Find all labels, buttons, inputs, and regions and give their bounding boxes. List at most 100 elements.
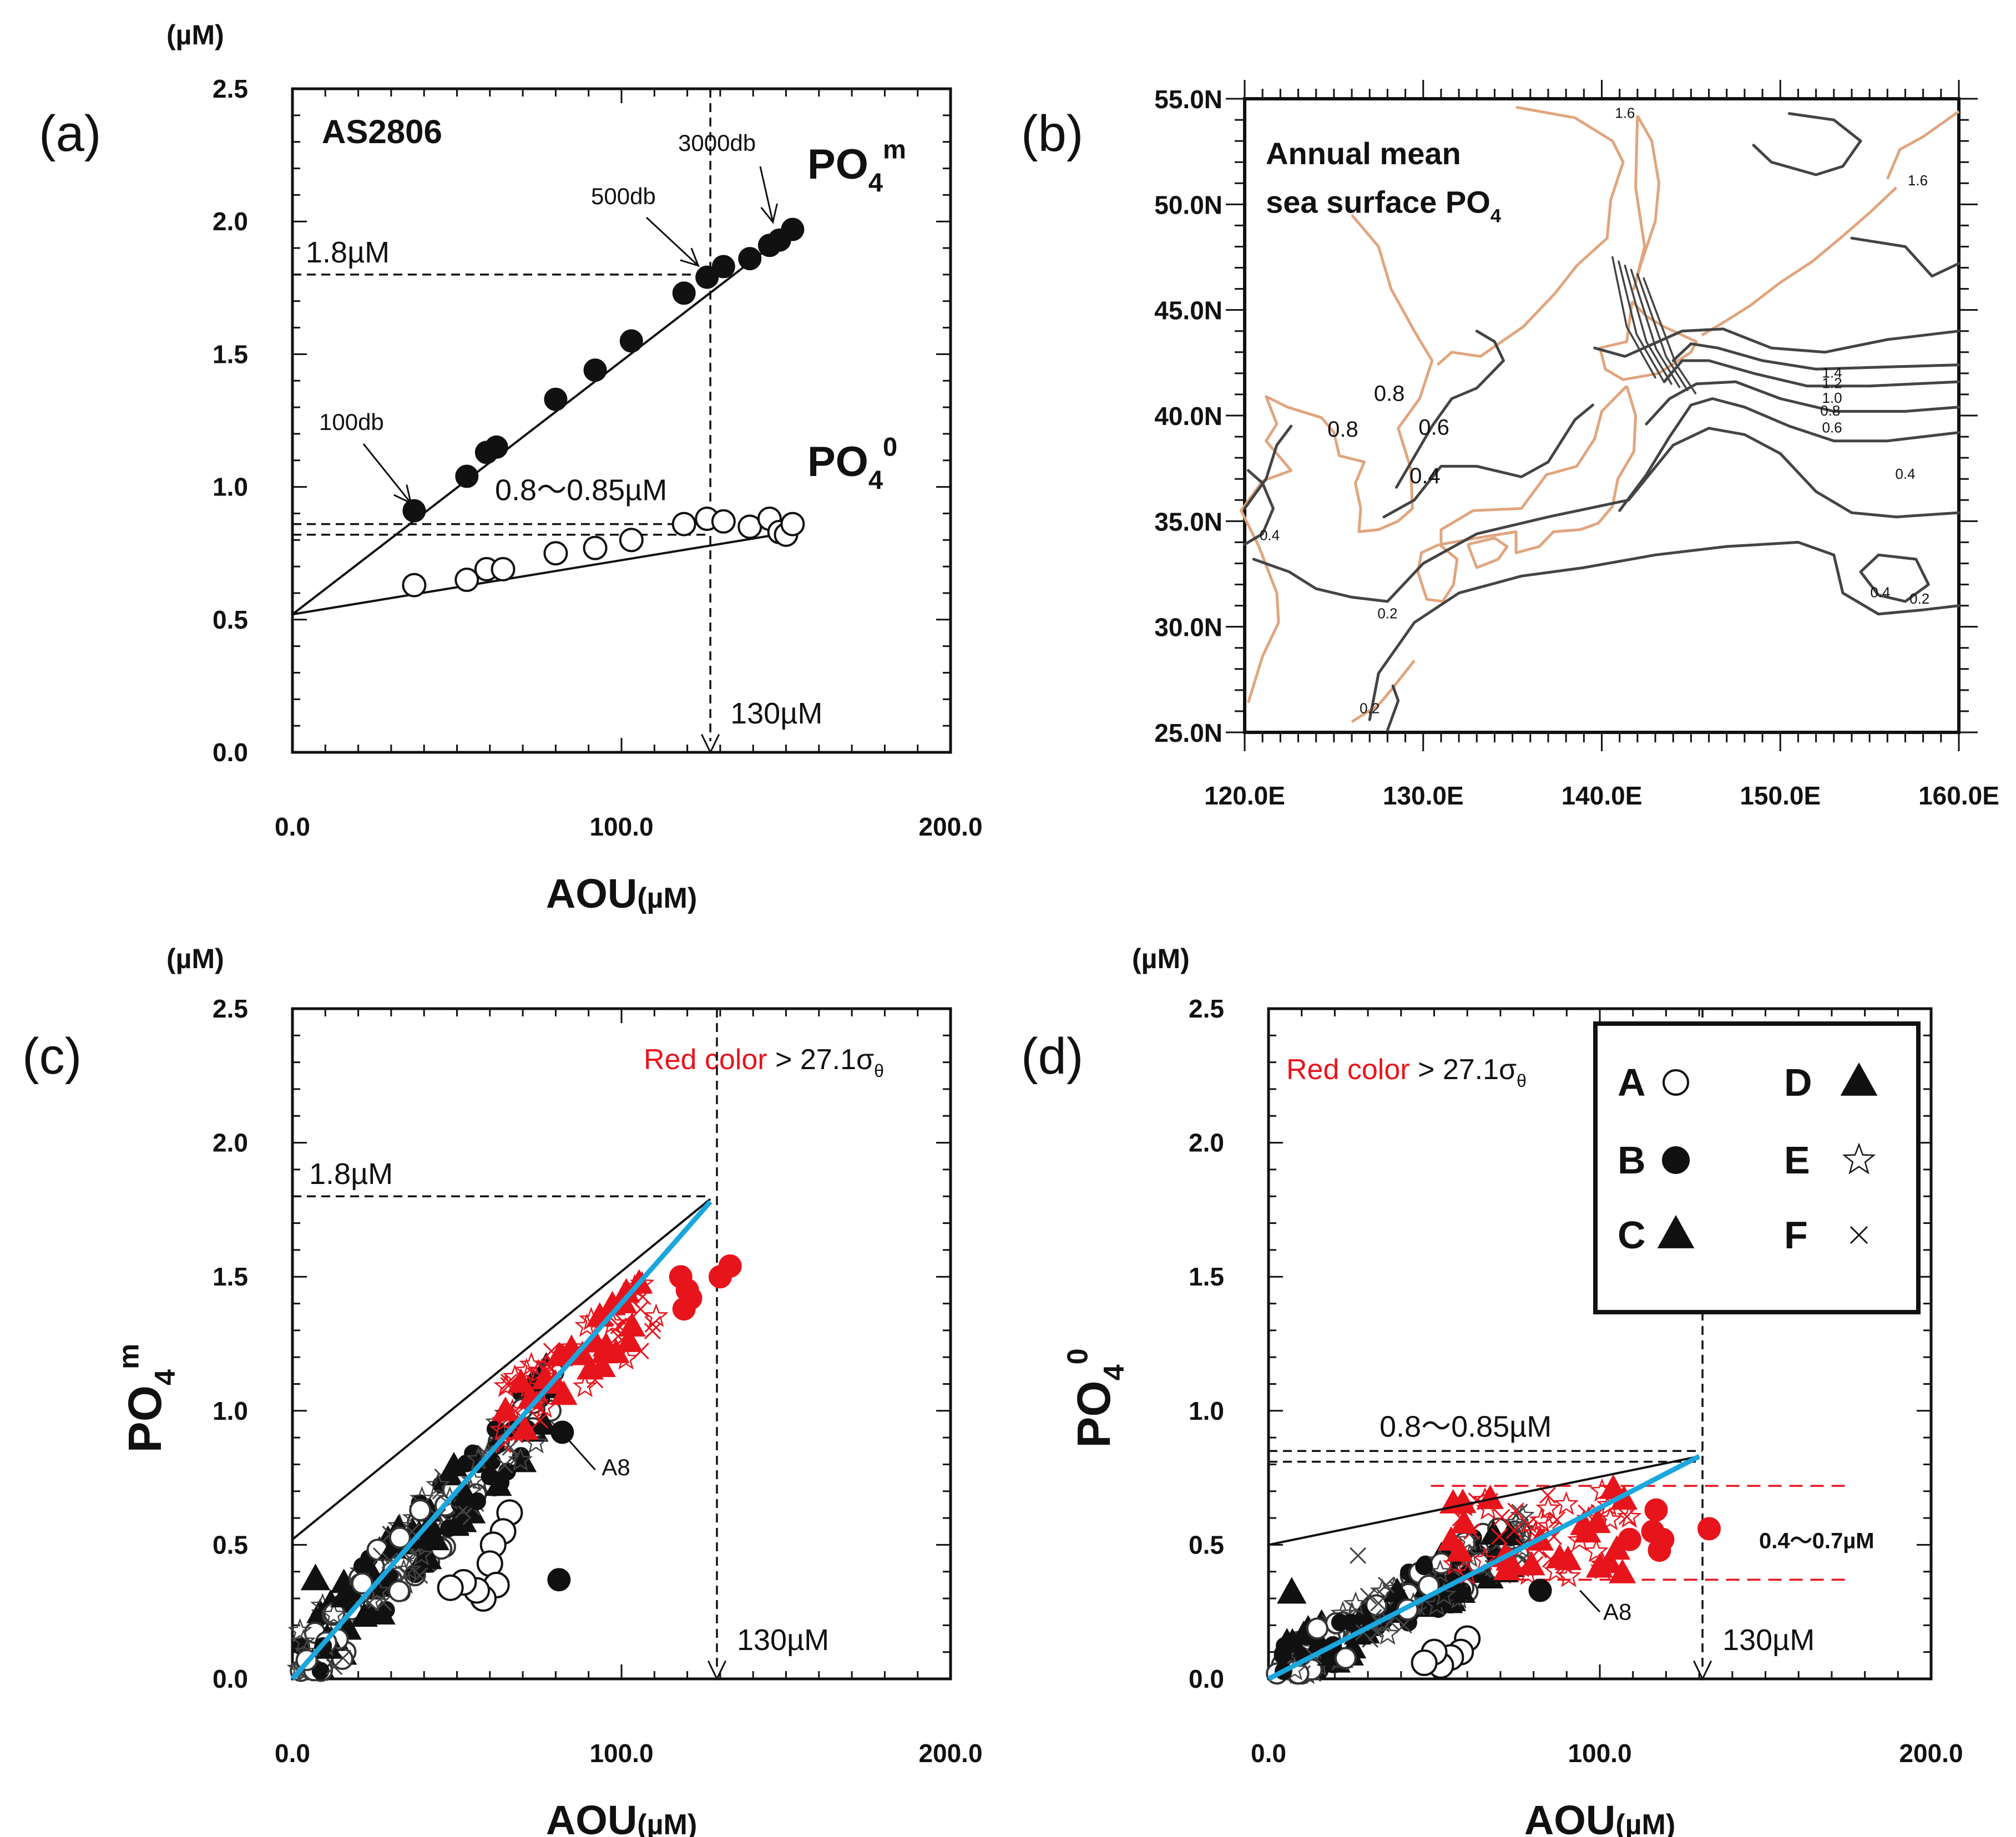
b-lon-label: 140.0E (1562, 781, 1643, 810)
a-po4m-point (672, 281, 696, 305)
a-y-tick-label: 2.0 (213, 207, 248, 236)
c-red-point-E (574, 1313, 600, 1337)
d-red-point-E (1554, 1491, 1579, 1515)
c-y-axis-title-sub: 4 (149, 1369, 181, 1385)
b-contour-dense-1 (1618, 260, 1665, 382)
b-coastline-0 (1240, 214, 1434, 704)
c-point-B (492, 1474, 510, 1492)
b-lon-label: 130.0E (1383, 781, 1464, 810)
c-red-note-sub: θ (874, 1061, 884, 1081)
a-depth-100: 100db (319, 409, 384, 435)
d-legend-label: D (1784, 1061, 1812, 1104)
d-red-point-F (1527, 1556, 1544, 1573)
b-coastline-9 (1436, 105, 1625, 366)
a-po4m-point (711, 255, 735, 279)
c-red-point-E (613, 1346, 639, 1370)
a-aou-arrow (701, 733, 720, 755)
b-contour-9 (1593, 327, 1961, 358)
d-y-tick-label: 2.0 (1189, 1128, 1224, 1157)
d-aou-marker-label: 130µM (1722, 1623, 1815, 1657)
a-series-label-po40: PO40 (807, 432, 897, 494)
c-point-B-outlier (547, 1568, 571, 1592)
d-y-axis-title-sup: 0 (1062, 1348, 1094, 1364)
c-point-A (437, 1574, 464, 1601)
c-red-point-C (590, 1339, 618, 1364)
b-contour-13 (1243, 424, 1293, 510)
d-point-F (1370, 1595, 1387, 1612)
c-red-note-rest: > 27.1σ (767, 1044, 875, 1076)
d-reference-line (1268, 1455, 1700, 1546)
c-red-point-E (489, 1417, 515, 1441)
c-point-F (326, 1658, 343, 1676)
b-contour-label: 1.6 (1908, 172, 1928, 189)
c-point-A (351, 1572, 373, 1595)
c-y-tick-label: 1.5 (213, 1262, 248, 1291)
b-lon-label: 120.0E (1204, 781, 1285, 810)
a-po40-point (402, 573, 427, 598)
d-legend-marker-cross (1850, 1226, 1868, 1244)
b-contour-5 (1618, 397, 1961, 512)
a-depth-100-arrow (362, 443, 412, 504)
b-lat-label: 40.0N (1154, 402, 1222, 431)
c-point-C (442, 1511, 469, 1536)
d-legend-marker-open-circle (1663, 1069, 1689, 1096)
d-point-B (1276, 1637, 1294, 1655)
d-red-point-E (1584, 1539, 1609, 1562)
c-point-C (422, 1526, 449, 1551)
d-legend-marker-open-star (1842, 1142, 1876, 1175)
c-red-point-F (632, 1343, 649, 1360)
a-label-1-8: 1.8µM (306, 236, 390, 269)
c-y-axis-title: PO4m (113, 1344, 182, 1453)
d-red-point-F (1481, 1492, 1498, 1510)
c-x-tick-label: 200.0 (918, 1739, 982, 1768)
a-po40-point (671, 512, 696, 537)
b-contour-label: 0.6 (1822, 419, 1842, 436)
d-point-label-A8: A8 (1603, 1599, 1631, 1625)
c-point-D-outlier (300, 1563, 331, 1591)
d-point-E (1375, 1621, 1400, 1645)
a-depth-500-arrow-head (680, 247, 700, 267)
d-red-point-C (1583, 1508, 1611, 1534)
b-contour-label: 0.4 (1870, 584, 1890, 600)
d-red-point-F (1493, 1509, 1510, 1526)
d-x-tick-label: 100.0 (1568, 1739, 1631, 1768)
c-point-C (435, 1460, 463, 1486)
d-red-point-B (1697, 1517, 1721, 1541)
c-point-B (353, 1557, 371, 1576)
d-red-point-E (1535, 1495, 1561, 1520)
c-point-E (437, 1486, 463, 1510)
d-point-A8 (1528, 1578, 1552, 1602)
c-red-point-F (543, 1343, 560, 1360)
d-red-note: Red color > 27.1σθ (1286, 1054, 1527, 1091)
a-series-label-po40-sup: 0 (883, 432, 897, 462)
d-red-point-E (1616, 1504, 1642, 1528)
a-series-label-po40-main: PO (807, 438, 868, 485)
a-series-label-po4m: PO4m (807, 135, 906, 197)
c-red-note-color: Red color (644, 1044, 767, 1076)
b-contour-label: 0.8 (1374, 381, 1405, 406)
d-regression-line (1267, 1454, 1701, 1681)
a-po40-point (583, 535, 608, 560)
c-point-F (375, 1594, 392, 1611)
d-y-tick-label: 0.0 (1189, 1664, 1224, 1693)
b-lon-label: 150.0E (1740, 781, 1821, 810)
a-series-label-po4m-main: PO (807, 141, 868, 188)
c-y-unit: (µM) (166, 943, 224, 974)
c-a8-leader (568, 1439, 596, 1471)
a-po4m-point (695, 265, 719, 289)
b-contour-dense-0 (1611, 256, 1656, 379)
d-label-range: 0.8～0.85µM (1380, 1410, 1552, 1443)
c-y-tick-label: 0.5 (213, 1530, 248, 1559)
c-x-tick-label: 100.0 (589, 1739, 653, 1768)
b-title-line2: sea surface PO4 (1266, 185, 1502, 227)
d-legend-label: E (1784, 1138, 1810, 1182)
d-red-band-label: 0.4～0.7µM (1759, 1529, 1874, 1553)
d-point-A (1306, 1617, 1328, 1640)
b-contour-7 (1663, 359, 1961, 388)
b-lon-label: 160.0E (1918, 781, 1999, 810)
b-contour-dense-3 (1630, 269, 1681, 388)
c-red-point-F (524, 1389, 542, 1407)
c-red-point-C (511, 1415, 539, 1440)
a-y-tick-label: 0.5 (213, 605, 248, 634)
a-y-tick-label: 1.0 (213, 473, 248, 502)
